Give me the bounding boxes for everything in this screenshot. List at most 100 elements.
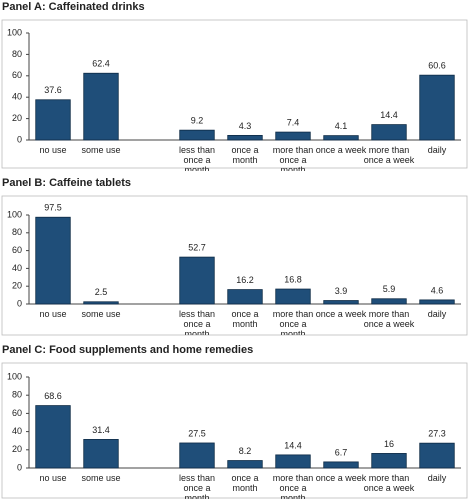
- y-tick-label: 40: [12, 92, 22, 102]
- x-tick-label: once a month: [231, 473, 259, 493]
- panel-frame: [1, 195, 468, 336]
- x-tick-label: some use: [81, 145, 121, 155]
- x-tick-label: once a week: [315, 473, 367, 483]
- y-tick-label: 0: [17, 298, 22, 308]
- bar: [419, 299, 455, 305]
- x-tick-label: daily: [427, 145, 447, 155]
- x-label-box: more than once a week: [363, 309, 415, 329]
- y-tick-label: 80: [12, 390, 22, 400]
- bar: [35, 216, 71, 305]
- value-label: 5.9: [383, 284, 396, 294]
- value-label: 31.4: [92, 425, 110, 435]
- y-tick-label: 0: [17, 462, 22, 472]
- x-tick-label: some use: [81, 473, 121, 483]
- bar: [83, 72, 119, 141]
- bar: [227, 134, 263, 141]
- value-label: 16.2: [236, 275, 254, 285]
- x-tick-label: more than once a week: [363, 145, 415, 165]
- x-tick-label: no use: [39, 309, 67, 319]
- x-tick-label: some use: [81, 309, 121, 319]
- x-tick-label: no use: [39, 473, 67, 483]
- y-tick-label: 100: [7, 371, 22, 381]
- y-tick-label: 40: [12, 263, 22, 273]
- bar: [83, 439, 119, 469]
- value-label: 62.4: [92, 59, 110, 69]
- x-label-box: less than once a month: [178, 309, 216, 335]
- value-label: 16: [384, 439, 394, 449]
- x-tick-label: less than once a month: [178, 145, 216, 171]
- x-label-box: more than once a week: [363, 145, 415, 165]
- x-tick-label: daily: [427, 309, 447, 319]
- x-label-box: some use: [81, 473, 121, 483]
- x-label-box: less than once a month: [178, 145, 216, 171]
- x-label-box: some use: [81, 145, 121, 155]
- panel-title: Panel C: Food supplements and home remed…: [2, 344, 253, 356]
- x-label-box: more than once a month: [272, 309, 314, 335]
- x-tick-label: more than once a month: [272, 473, 314, 499]
- value-label: 14.4: [284, 440, 302, 450]
- panel-title: Panel A: Caffeinated drinks: [2, 1, 145, 13]
- x-label-box: more than once a month: [272, 145, 314, 171]
- y-tick-label: 60: [12, 408, 22, 418]
- bar: [227, 289, 263, 305]
- y-tick-label: 60: [12, 245, 22, 255]
- value-label: 7.4: [287, 117, 300, 127]
- x-tick-label: no use: [39, 145, 67, 155]
- x-tick-label: less than once a month: [178, 473, 216, 499]
- x-label-box: no use: [39, 145, 67, 155]
- value-label: 14.4: [380, 110, 398, 120]
- bar: [83, 301, 119, 305]
- x-tick-label: once a month: [231, 309, 259, 329]
- y-tick-label: 100: [7, 209, 22, 219]
- y-tick-label: 20: [12, 113, 22, 123]
- x-tick-label: more than once a month: [272, 309, 314, 335]
- value-label: 9.2: [191, 116, 204, 126]
- y-tick-label: 100: [7, 27, 22, 37]
- value-label: 4.1: [335, 121, 348, 131]
- bar: [419, 442, 455, 469]
- value-label: 4.6: [431, 285, 444, 295]
- bar: [371, 453, 407, 469]
- x-label-box: daily: [427, 473, 447, 483]
- x-label-box: once a week: [315, 309, 367, 319]
- value-label: 27.5: [188, 428, 206, 438]
- bar: [227, 460, 263, 469]
- x-tick-label: once a month: [231, 145, 259, 165]
- value-label: 97.5: [44, 203, 62, 213]
- x-tick-label: more than once a week: [363, 309, 415, 329]
- x-label-box: some use: [81, 309, 121, 319]
- x-label-box: once a month: [231, 309, 259, 329]
- bar: [371, 124, 407, 141]
- x-tick-label: daily: [427, 473, 447, 483]
- bar: [323, 135, 359, 141]
- bar: [275, 454, 311, 469]
- y-tick-label: 60: [12, 70, 22, 80]
- x-label-box: less than once a month: [178, 473, 216, 499]
- x-tick-label: more than once a week: [363, 473, 415, 493]
- y-tick-label: 20: [12, 281, 22, 291]
- y-tick-label: 0: [17, 134, 22, 144]
- x-tick-label: once a week: [315, 309, 367, 319]
- value-label: 37.6: [44, 85, 62, 95]
- x-label-box: no use: [39, 309, 67, 319]
- bar: [275, 131, 311, 141]
- value-label: 4.3: [239, 121, 252, 131]
- bar: [371, 298, 407, 305]
- x-tick-label: more than once a month: [272, 145, 314, 171]
- x-label-box: once a week: [315, 473, 367, 483]
- x-tick-label: once a week: [315, 145, 367, 155]
- value-label: 8.2: [239, 446, 252, 456]
- x-tick-label: less than once a month: [178, 309, 216, 335]
- bar: [179, 129, 215, 141]
- x-label-box: once a month: [231, 473, 259, 493]
- bar: [35, 99, 71, 141]
- value-label: 27.3: [428, 429, 446, 439]
- value-label: 52.7: [188, 242, 206, 252]
- value-label: 60.6: [428, 61, 446, 71]
- bar: [323, 461, 359, 469]
- bar: [419, 74, 455, 141]
- value-label: 2.5: [95, 287, 108, 297]
- value-label: 68.6: [44, 391, 62, 401]
- bar: [35, 405, 71, 469]
